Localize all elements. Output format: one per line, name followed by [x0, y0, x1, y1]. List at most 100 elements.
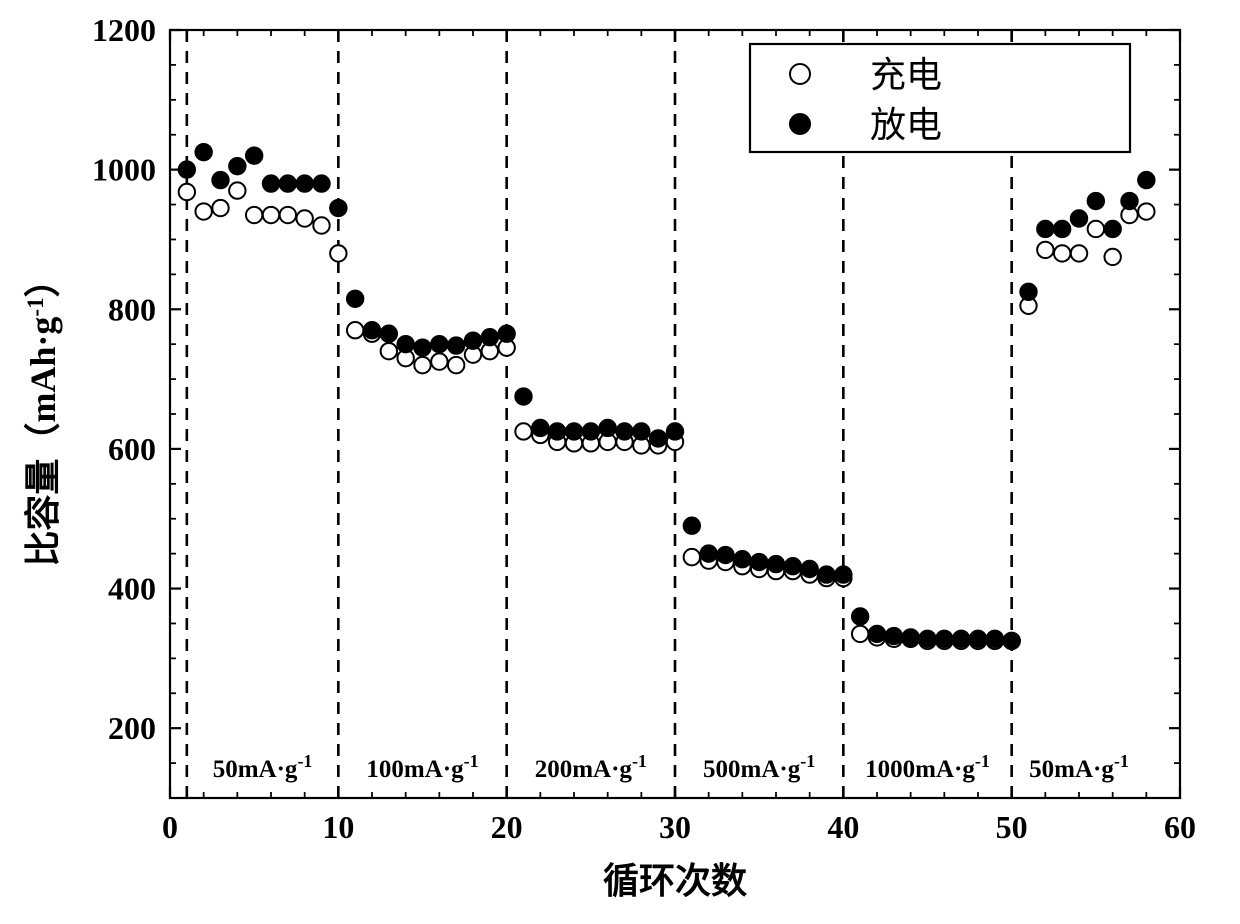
discharge-point: [717, 547, 733, 563]
charge-point: [1037, 242, 1053, 258]
rate-section-label: 1000mA·g-1: [865, 751, 990, 783]
rate-section-label: 100mA·g-1: [366, 751, 478, 783]
x-tick-label: 30: [659, 809, 691, 845]
discharge-point: [852, 608, 868, 624]
discharge-point: [515, 388, 531, 404]
discharge-point: [583, 423, 599, 439]
charge-point: [313, 217, 329, 233]
discharge-point: [549, 423, 565, 439]
x-tick-label: 40: [827, 809, 859, 845]
discharge-point: [364, 322, 380, 338]
discharge-point: [970, 631, 986, 647]
charge-point: [296, 210, 312, 226]
discharge-point: [263, 175, 279, 191]
x-tick-label: 50: [996, 809, 1028, 845]
charge-point: [414, 357, 430, 373]
discharge-point: [566, 423, 582, 439]
discharge-point: [700, 545, 716, 561]
discharge-point: [886, 628, 902, 644]
y-tick-label: 800: [108, 291, 156, 327]
charge-point: [246, 207, 262, 223]
discharge-point: [953, 631, 969, 647]
y-axis-label: 比容量（mAh·g-1）: [23, 261, 64, 566]
discharge-point: [801, 561, 817, 577]
charge-point: [330, 245, 346, 261]
discharge-point: [818, 566, 834, 582]
charge-point: [381, 343, 397, 359]
charge-point: [852, 626, 868, 642]
discharge-point: [936, 631, 952, 647]
charge-point: [515, 423, 531, 439]
charge-point: [431, 353, 447, 369]
rate-section-label: 50mA·g-1: [1029, 751, 1129, 783]
x-tick-label: 20: [491, 809, 523, 845]
charge-point: [280, 207, 296, 223]
discharge-point: [1104, 221, 1120, 237]
discharge-point: [768, 556, 784, 572]
discharge-point: [448, 337, 464, 353]
x-tick-label: 10: [322, 809, 354, 845]
charge-point: [448, 357, 464, 373]
discharge-point: [296, 175, 312, 191]
x-tick-label: 0: [162, 809, 178, 845]
discharge-point: [280, 175, 296, 191]
discharge-point: [482, 329, 498, 345]
rate-section-label: 50mA·g-1: [213, 751, 313, 783]
discharge-point: [532, 420, 548, 436]
charge-point: [263, 207, 279, 223]
discharge-point: [313, 175, 329, 191]
x-tick-label: 60: [1164, 809, 1196, 845]
charge-point: [179, 184, 195, 200]
y-tick-label: 1000: [92, 152, 156, 188]
discharge-point: [1003, 633, 1019, 649]
rate-section-label: 500mA·g-1: [703, 751, 815, 783]
discharge-point: [1071, 210, 1087, 226]
discharge-point: [1138, 172, 1154, 188]
charge-point: [347, 322, 363, 338]
charge-point: [1071, 245, 1087, 261]
discharge-point: [212, 172, 228, 188]
discharge-point: [1121, 193, 1137, 209]
charge-point: [195, 203, 211, 219]
rate-capability-chart: 0 10 20 30 40 50 60 200 400 600 800 1000 1200 50mA·g-…: [0, 0, 1240, 924]
discharge-point: [414, 339, 430, 355]
legend-label: 充电: [870, 55, 942, 95]
y-tick-label: 1200: [92, 12, 156, 48]
discharge-point: [902, 629, 918, 645]
y-tick-label: 200: [108, 710, 156, 746]
discharge-point: [616, 423, 632, 439]
discharge-point: [734, 551, 750, 567]
y-tick-label: 400: [108, 571, 156, 607]
charge-point: [1054, 245, 1070, 261]
discharge-point: [347, 291, 363, 307]
discharge-point: [869, 626, 885, 642]
discharge-point: [381, 326, 397, 342]
discharge-point: [919, 631, 935, 647]
legend-marker: [790, 64, 810, 84]
discharge-point: [785, 558, 801, 574]
rate-section-label: 200mA·g-1: [535, 751, 647, 783]
discharge-point: [498, 326, 514, 342]
charge-point: [684, 549, 700, 565]
charge-point: [229, 182, 245, 198]
discharge-point: [751, 554, 767, 570]
charge-point: [1104, 249, 1120, 265]
discharge-point: [599, 420, 615, 436]
legend-marker: [790, 114, 810, 134]
discharge-point: [330, 200, 346, 216]
discharge-point: [650, 430, 666, 446]
y-tick-label: 600: [108, 431, 156, 467]
discharge-point: [465, 332, 481, 348]
discharge-point: [1037, 221, 1053, 237]
discharge-point: [1088, 193, 1104, 209]
discharge-point: [229, 158, 245, 174]
discharge-point: [633, 423, 649, 439]
charge-point: [1088, 221, 1104, 237]
discharge-point: [179, 161, 195, 177]
x-axis-label: 循环次数: [603, 861, 747, 901]
discharge-point: [1020, 284, 1036, 300]
discharge-point: [835, 566, 851, 582]
discharge-point: [1054, 221, 1070, 237]
charge-point: [212, 200, 228, 216]
charge-point: [1138, 203, 1154, 219]
